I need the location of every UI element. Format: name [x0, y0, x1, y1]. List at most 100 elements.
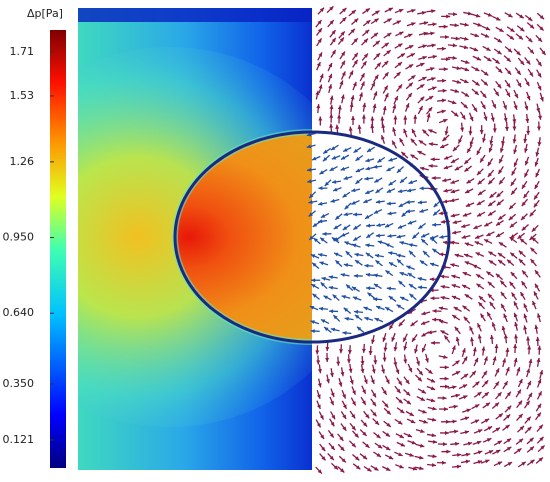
vector-arrow-head — [497, 461, 503, 466]
vector-arrow-head — [431, 433, 436, 438]
vector-arrow-head — [374, 466, 379, 471]
vector-arrow-head — [342, 414, 347, 419]
vector-arrow-head — [462, 272, 468, 276]
vector-arrow-head — [312, 222, 318, 227]
vector-arrow-head — [384, 403, 389, 408]
vector-arrow-head — [535, 270, 539, 275]
vector-arrow-head — [475, 252, 481, 257]
vector-arrow-head — [365, 8, 370, 13]
vector-arrow-head — [321, 446, 326, 452]
vector-arrow-head — [385, 467, 391, 471]
vector-arrow-head — [346, 359, 351, 364]
vector-arrow-head — [330, 198, 335, 203]
vector-arrow-head — [318, 201, 323, 206]
vector-arrow-head — [363, 38, 368, 43]
vector-arrow-head — [398, 452, 403, 457]
vector-arrow-head — [463, 356, 468, 361]
vector-arrow-head — [410, 154, 415, 159]
vector-arrow-head — [430, 296, 435, 301]
vector-arrow-head — [486, 232, 491, 236]
vector-arrow-head — [529, 49, 534, 54]
vector-arrow-head — [398, 380, 402, 386]
vector-arrow-head — [418, 370, 423, 376]
vector-arrow-head — [367, 148, 372, 152]
vector-arrow-head — [503, 313, 508, 319]
vector-arrow-head — [518, 438, 524, 443]
vector-arrow-head — [370, 379, 375, 384]
vector-arrow-head — [317, 28, 322, 33]
vector-arrow-head — [478, 191, 483, 196]
vector-arrow-head — [451, 274, 456, 279]
vector-arrow-head — [384, 72, 389, 77]
vector-arrow-head — [333, 225, 339, 230]
vector-arrow-head — [462, 384, 468, 389]
vector-arrow-head — [419, 208, 424, 213]
vector-arrow-head — [329, 20, 334, 25]
vector-arrow-head — [398, 399, 403, 404]
vector-arrow-head — [496, 201, 502, 206]
vector-arrow-head — [541, 50, 546, 56]
vector-arrow-head — [336, 361, 341, 366]
vector-arrow-head — [309, 306, 315, 310]
vector-arrow-head — [380, 135, 385, 140]
vector-arrow-head — [452, 55, 457, 60]
vector-arrow-head — [400, 442, 405, 447]
vector-arrow-head — [376, 453, 381, 457]
vector-arrow-head — [411, 440, 417, 445]
vector-arrow-head — [499, 158, 503, 164]
vector-arrow-head — [388, 262, 394, 267]
vector-arrow-head — [383, 85, 388, 90]
vector-arrow-head — [430, 67, 435, 71]
vector-arrow-head — [371, 369, 376, 374]
vector-arrow-head — [473, 107, 478, 112]
vector-arrow-head — [419, 466, 424, 471]
vector-arrow-head — [333, 465, 338, 470]
vector-arrow-head — [452, 12, 458, 17]
vector-arrow-head — [536, 412, 541, 417]
vector-arrow-head — [444, 130, 449, 136]
vector-arrow-head — [537, 379, 542, 384]
vector-arrow-head — [388, 181, 393, 186]
vector-arrow-head — [503, 381, 508, 386]
vector-arrow-head — [357, 326, 362, 331]
vector-arrow-head — [383, 347, 388, 352]
vector-arrow-head — [375, 53, 380, 58]
vector-arrow-head — [422, 44, 427, 49]
vector-arrow-head — [431, 176, 436, 181]
vector-arrow-head — [325, 357, 330, 362]
vector-arrow-head — [408, 284, 414, 288]
vector-arrow-head — [442, 178, 447, 183]
vector-arrow-head — [476, 283, 481, 288]
vector-arrow-head — [417, 277, 423, 281]
vector-arrow-head — [494, 402, 500, 407]
vector-arrow-head — [370, 116, 375, 121]
vector-arrow-head — [484, 418, 490, 423]
vector-arrow-head — [422, 77, 427, 81]
vector-arrow-head — [331, 30, 336, 35]
vector-arrow-head — [455, 336, 460, 342]
vector-arrow-head — [371, 339, 375, 344]
vector-arrow-head — [386, 32, 392, 37]
vector-arrow-head — [408, 367, 413, 373]
vector-arrow-head — [367, 292, 372, 297]
vector-arrow-head — [392, 127, 397, 132]
velocity-vectors — [306, 5, 547, 475]
vector-arrow-head — [539, 26, 544, 31]
vector-arrow-head — [494, 381, 499, 386]
vector-arrow-head — [477, 22, 482, 27]
vector-arrow-head — [365, 214, 370, 219]
vector-arrow-head — [376, 223, 381, 228]
vector-arrow-head — [498, 259, 503, 264]
vector-arrow-head — [399, 178, 405, 183]
vector-arrow-head — [355, 260, 360, 265]
vector-arrow-head — [529, 212, 534, 217]
vector-arrow-head — [395, 369, 400, 374]
vector-arrow-head — [507, 48, 513, 53]
vector-arrow-head — [523, 303, 528, 308]
vector-arrow-head — [430, 386, 436, 391]
vector-arrow-head — [497, 50, 502, 55]
vector-arrow-head — [331, 179, 337, 184]
vector-arrow-head — [306, 144, 312, 149]
vector-arrow-head — [510, 181, 515, 186]
